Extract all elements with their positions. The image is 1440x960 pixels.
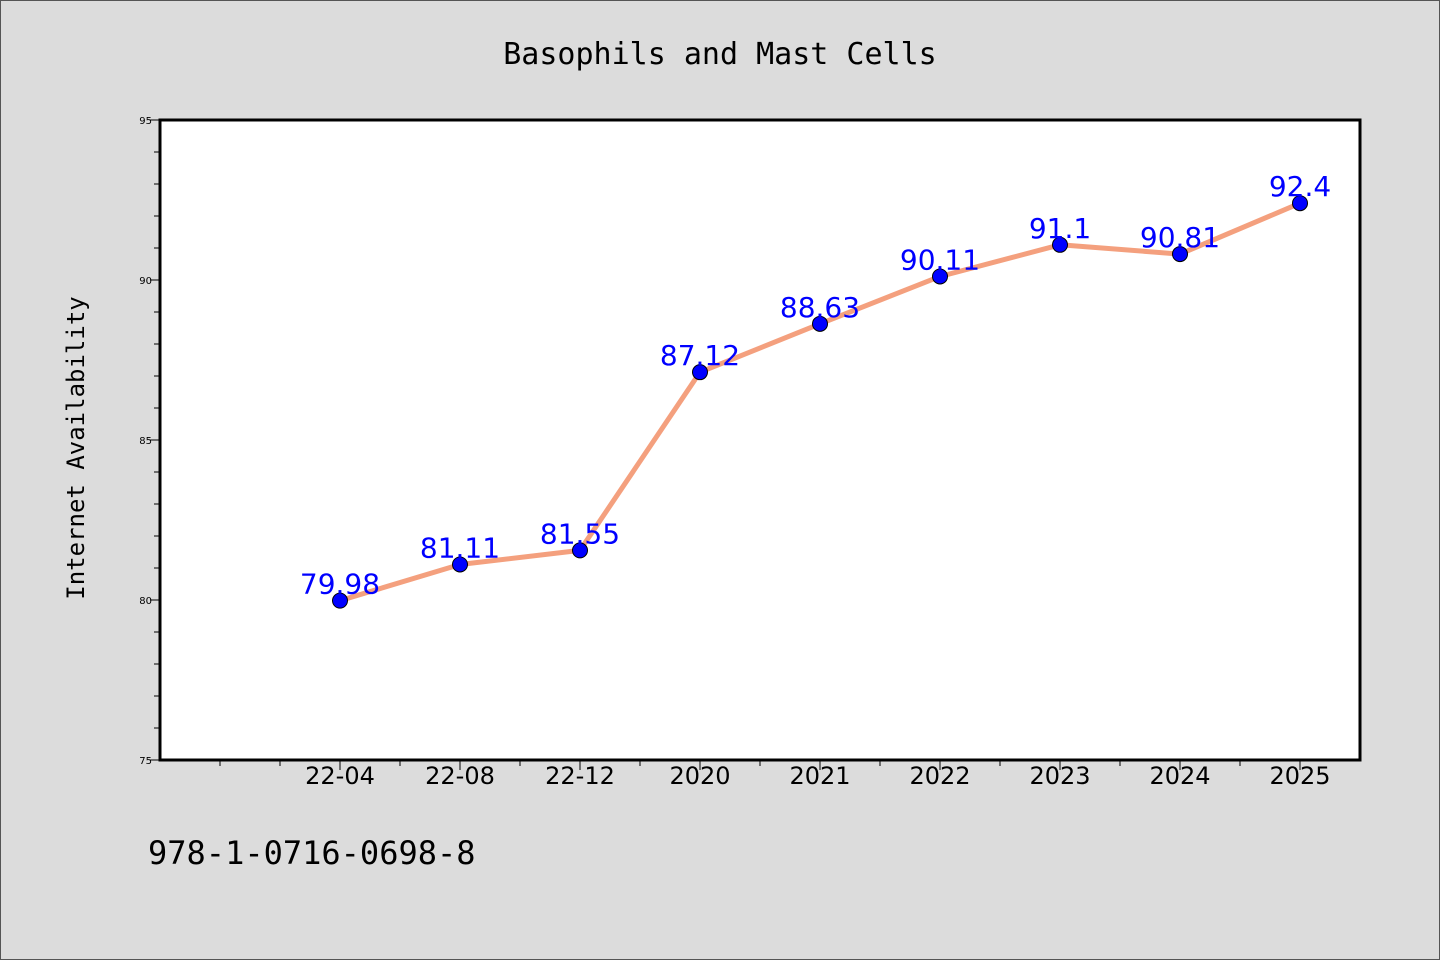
x-tick-label: 22-12 bbox=[545, 762, 615, 790]
x-tick-label: 2021 bbox=[789, 762, 850, 790]
data-label: 90.11 bbox=[900, 243, 980, 276]
data-point-marker bbox=[692, 364, 708, 381]
data-label: 92.4 bbox=[1269, 170, 1331, 203]
x-tick-label: 22-08 bbox=[425, 762, 495, 790]
footer-isbn: 978-1-0716-0698-8 bbox=[148, 834, 476, 872]
data-point-marker bbox=[812, 315, 828, 332]
data-point-marker bbox=[572, 542, 588, 559]
data-point-marker bbox=[452, 556, 468, 573]
y-axis-label: Internet Availability bbox=[62, 296, 90, 599]
data-point-marker bbox=[932, 268, 948, 285]
x-tick-label: 2024 bbox=[1149, 762, 1210, 790]
y-tick-label: 85 bbox=[139, 436, 152, 447]
y-tick-label: 75 bbox=[139, 756, 152, 767]
x-tick-label: 2023 bbox=[1029, 762, 1090, 790]
data-label: 81.11 bbox=[420, 531, 500, 564]
x-tick-label: 2022 bbox=[909, 762, 970, 790]
data-label: 90.81 bbox=[1140, 221, 1220, 254]
y-tick-label: 90 bbox=[139, 276, 152, 287]
plot-area bbox=[160, 120, 1360, 760]
data-label: 91.1 bbox=[1029, 212, 1091, 245]
plot-frame bbox=[158, 118, 1362, 762]
data-label: 79.98 bbox=[300, 568, 380, 601]
data-label: 88.63 bbox=[780, 291, 860, 324]
x-tick-label: 22-04 bbox=[305, 762, 375, 790]
data-point-marker bbox=[1172, 246, 1188, 263]
data-label: 81.55 bbox=[540, 517, 620, 550]
data-point-marker bbox=[1292, 195, 1308, 212]
y-tick-label: 95 bbox=[139, 116, 152, 127]
chart-title: Basophils and Mast Cells bbox=[503, 37, 936, 72]
y-tick-label: 80 bbox=[139, 596, 152, 607]
data-point-marker bbox=[332, 592, 348, 609]
series-group: 79.98 81.11 81.55 87.12 88.63 90.11 91.1 90.81 9… bbox=[300, 170, 1331, 609]
data-label: 87.12 bbox=[660, 339, 740, 372]
x-axis-ticks: 22-04 22-08 22-12 2020 2021 2022 2023 2024 2025 bbox=[219, 760, 1331, 790]
x-tick-label: 2020 bbox=[669, 762, 730, 790]
data-point-marker bbox=[1052, 236, 1068, 253]
x-tick-label: 2025 bbox=[1269, 762, 1330, 790]
